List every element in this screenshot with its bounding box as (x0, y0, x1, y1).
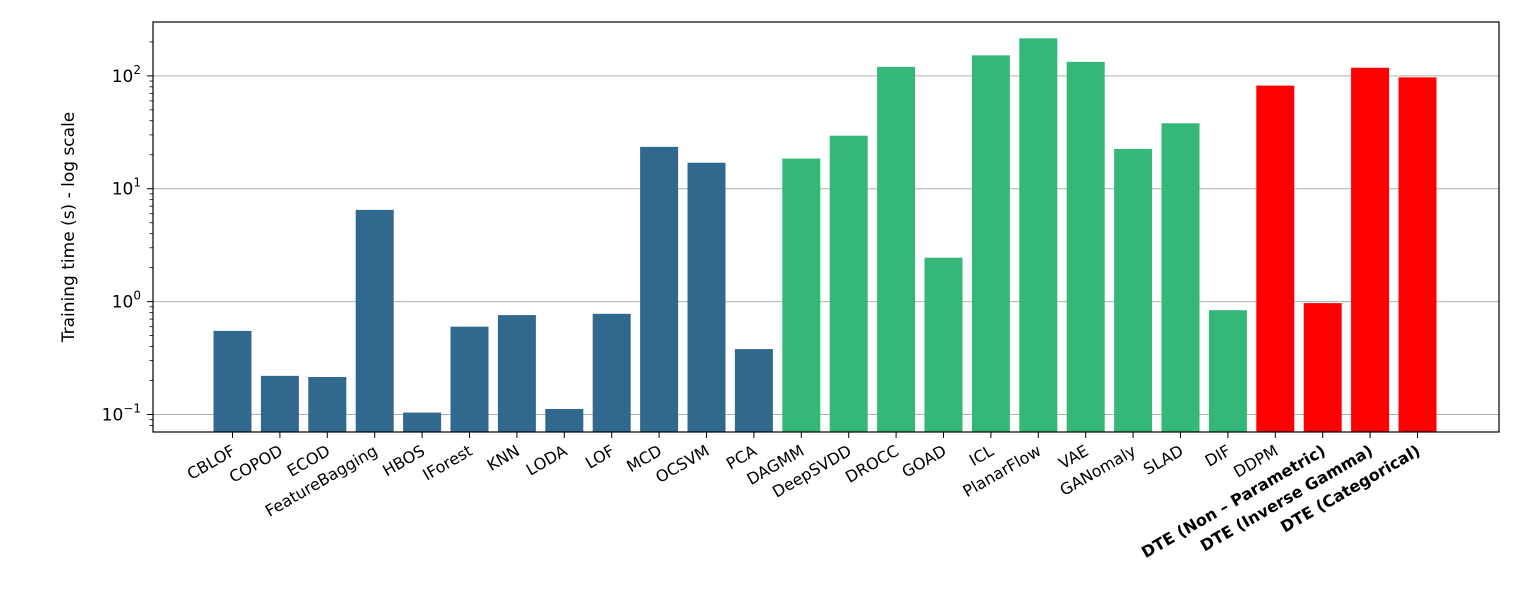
bar-ganomaly (1114, 148, 1153, 433)
y-tick-label: 102 (112, 63, 141, 87)
bar-slad (1161, 123, 1200, 433)
bar-knn (497, 315, 536, 432)
bar-lof (592, 313, 631, 432)
y-tick-label: 100 (112, 289, 141, 313)
bar-featurebagging (355, 209, 394, 432)
y-axis-label: Training time (s) - log scale (59, 112, 79, 343)
bar-vae (1066, 61, 1105, 432)
bar-planarflow (1019, 38, 1058, 432)
y-tick-label: 10−1 (102, 402, 141, 426)
bar-dte-categorical (1398, 77, 1437, 433)
bar-ddpm (1256, 85, 1295, 433)
bars (213, 38, 1437, 433)
bar-loda (545, 408, 584, 432)
bar-copod (260, 375, 299, 432)
bar-cblof (213, 330, 252, 432)
bar-mcd (640, 146, 679, 432)
bar-ecod (308, 376, 347, 432)
bar-dagmm (782, 158, 821, 432)
bar-goad (924, 257, 963, 432)
bar-ocsvm (687, 162, 726, 432)
bar-icl (971, 55, 1010, 433)
y-axis: 10−1 100 101 102 (102, 41, 153, 426)
bar-dte-non-parametric (1303, 303, 1342, 432)
bar-drocc (877, 66, 916, 432)
bar-pca (734, 349, 773, 432)
bar-dte-inverse-gamma (1351, 67, 1390, 432)
bar-deepsvdd (829, 135, 868, 432)
plot-frame (152, 21, 1500, 433)
y-tick-label: 101 (112, 176, 141, 200)
bar-iforest (450, 326, 489, 432)
bar-hbos (403, 412, 442, 432)
bar-dif (1208, 310, 1247, 432)
